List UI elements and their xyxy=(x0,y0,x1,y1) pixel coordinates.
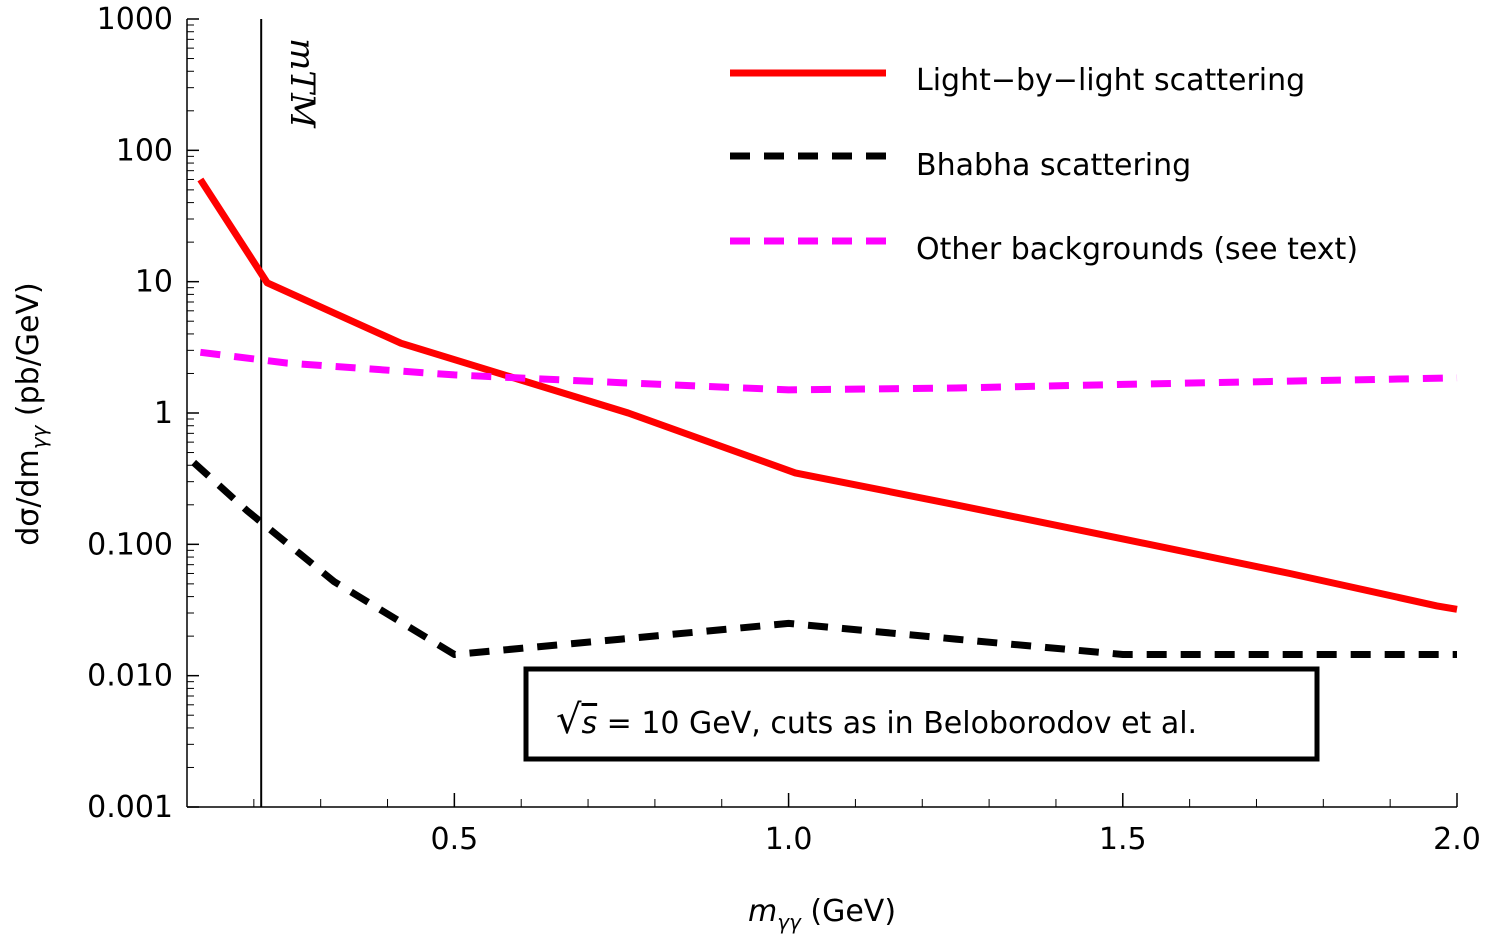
y-tick-label: 0.001 xyxy=(87,790,173,825)
y-tick-label: 1 xyxy=(154,396,173,431)
series-light-by-light-scattering xyxy=(197,177,1458,613)
y-tick-label: 100 xyxy=(116,133,173,168)
annotation-body: = 10 GeV, cuts as in Beloborodov et al. xyxy=(597,706,1197,741)
y-tick-label: 10 xyxy=(135,265,173,300)
y-axis-title: dσ/dmγγ (pb/GeV) xyxy=(11,282,51,545)
sqrt-argument: s xyxy=(582,706,598,741)
y-axis-title-unit: (pb/GeV) xyxy=(11,282,46,425)
annotation-frame xyxy=(523,666,1320,762)
x-axis-title-unit: (GeV) xyxy=(801,894,896,929)
x-tick-label: 0.5 xyxy=(431,822,479,857)
legend: Light−by−light scattering Bhabha scatter… xyxy=(730,63,1358,267)
legend-label-light-by-light: Light−by−light scattering xyxy=(916,63,1305,98)
axes: 0.001 0.010 0.100 1 10 100 1000 0.5 1.0 1.5 2.0 xyxy=(87,2,1481,857)
annotation-box: √s = 10 GeV, cuts as in Beloborodov et a… xyxy=(523,666,1320,762)
sqrt-symbol: √ xyxy=(556,697,582,743)
x-axis-title-sub: γγ xyxy=(777,910,802,934)
y-tick-label: 0.100 xyxy=(87,527,173,562)
x-tick-label: 2.0 xyxy=(1433,822,1481,857)
series-bhabha-scattering xyxy=(191,459,1457,658)
mtm-threshold-label: mTM xyxy=(282,38,322,129)
series-other-backgrounds-see-text xyxy=(199,348,1458,394)
y-axis-title-sub: γγ xyxy=(27,424,51,449)
x-axis-title-main: m xyxy=(748,894,777,929)
annotation-text: √s = 10 GeV, cuts as in Beloborodov et a… xyxy=(556,697,1197,743)
x-axis-title: mγγ (GeV) xyxy=(748,894,896,934)
x-tick-label: 1.0 xyxy=(765,822,813,857)
series-group xyxy=(191,177,1458,658)
y-tick-label: 0.010 xyxy=(87,659,173,694)
y-axis-title-main: dσ/dm xyxy=(11,449,46,545)
mtm-threshold-line-group: mTM xyxy=(260,19,322,807)
legend-label-other-backgrounds: Other backgrounds (see text) xyxy=(916,232,1358,267)
y-tick-label: 1000 xyxy=(97,2,173,37)
legend-label-bhabha: Bhabha scattering xyxy=(916,148,1191,183)
x-tick-label: 1.5 xyxy=(1099,822,1147,857)
